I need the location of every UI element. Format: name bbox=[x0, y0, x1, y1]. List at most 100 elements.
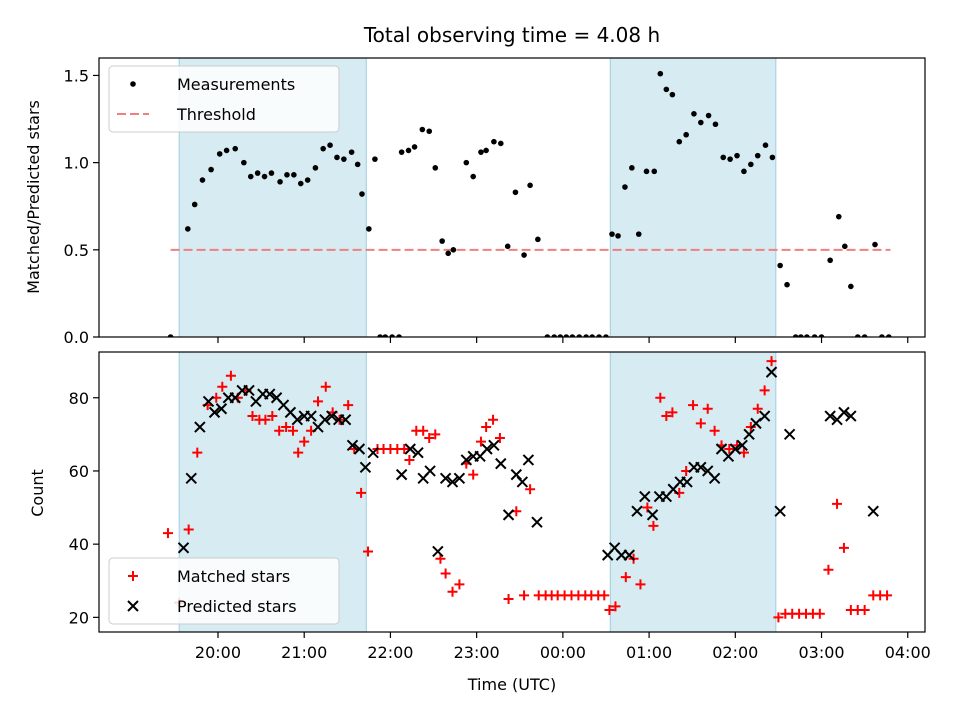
measurement-point bbox=[398, 149, 405, 155]
measurement-point bbox=[551, 334, 558, 337]
predicted-star-point bbox=[522, 454, 535, 466]
x-tick-label: 20:00 bbox=[195, 643, 241, 662]
measurement-point bbox=[804, 334, 810, 337]
measurement-point bbox=[497, 140, 504, 147]
matched-star-point bbox=[260, 414, 271, 425]
predicted-star-point bbox=[502, 509, 515, 521]
y-tick-label: 80 bbox=[69, 389, 89, 408]
shaded-interval bbox=[609, 352, 777, 632]
measurement-point bbox=[663, 86, 670, 93]
matched-star-point bbox=[709, 425, 720, 436]
measurement-point bbox=[372, 156, 378, 162]
predicted-star-point bbox=[743, 428, 755, 441]
predicted-star-point bbox=[412, 446, 424, 459]
measurement-point bbox=[777, 262, 783, 269]
matched-star-point bbox=[838, 542, 849, 553]
matched-star-point bbox=[430, 429, 441, 440]
measurement-point bbox=[320, 145, 326, 152]
matched-star-point bbox=[519, 590, 530, 601]
measurement-point bbox=[445, 250, 451, 257]
measurement-point bbox=[405, 147, 412, 154]
legend: Measurements Threshold bbox=[108, 65, 340, 133]
predicted-star-point bbox=[838, 406, 850, 419]
predicted-star-point bbox=[305, 410, 317, 422]
measurement-point bbox=[872, 241, 878, 248]
matched-star-point bbox=[162, 528, 173, 539]
predicted-star-point bbox=[481, 443, 493, 455]
legend-label: Matched stars bbox=[177, 567, 290, 586]
predicted-star-point bbox=[326, 410, 338, 422]
predicted-star-point bbox=[453, 472, 466, 484]
matched-star-point bbox=[745, 422, 756, 433]
measurement-point bbox=[712, 121, 719, 128]
matched-star-point bbox=[503, 594, 514, 605]
y-tick-label: 20 bbox=[69, 608, 89, 627]
predicted-star-point bbox=[623, 549, 635, 561]
predicted-star-point bbox=[215, 403, 228, 415]
measurement-point bbox=[879, 334, 885, 337]
top-y-axis-label: Matched/Predicted stars bbox=[24, 100, 43, 294]
measurement-point bbox=[762, 142, 769, 148]
predicted-star-point bbox=[432, 545, 444, 558]
predicted-star-point bbox=[867, 505, 879, 517]
matched-star-point bbox=[481, 422, 492, 433]
measurement-point bbox=[720, 154, 727, 161]
measurement-point bbox=[247, 173, 254, 180]
measurement-point bbox=[304, 177, 311, 183]
x-tick-label: 01:00 bbox=[626, 643, 672, 662]
measurement-point bbox=[557, 334, 564, 337]
predicted-star-point bbox=[681, 476, 693, 488]
measurement-point bbox=[463, 159, 470, 166]
predicted-star-point bbox=[460, 454, 473, 466]
matched-star-point bbox=[475, 436, 486, 447]
matched-star-point bbox=[247, 411, 258, 422]
measurement-point bbox=[450, 247, 457, 253]
matched-star-point bbox=[313, 396, 324, 407]
chart-title: Total observing time = 4.08 h bbox=[363, 23, 660, 47]
predicted-star-point bbox=[446, 476, 459, 488]
x-tick-label: 02:00 bbox=[712, 643, 758, 662]
measurement-point bbox=[676, 138, 683, 145]
measurement-point bbox=[609, 231, 615, 237]
measurement-point bbox=[576, 334, 583, 337]
measurement-point bbox=[348, 149, 355, 155]
measurement-point bbox=[569, 334, 576, 337]
measurement-point bbox=[366, 226, 372, 232]
predicted-star-point bbox=[202, 395, 215, 408]
legend-label: Predicted stars bbox=[177, 597, 297, 616]
predicted-star-point bbox=[783, 428, 796, 441]
measurement-point bbox=[527, 182, 533, 189]
predicted-star-point bbox=[346, 439, 359, 452]
matched-star-point bbox=[859, 605, 870, 616]
y-tick-label: 40 bbox=[69, 535, 89, 554]
predicted-star-point bbox=[291, 414, 304, 426]
matched-star-point bbox=[281, 422, 292, 433]
legend-box bbox=[108, 65, 340, 133]
measurement-point bbox=[734, 152, 740, 159]
measurement-point bbox=[596, 334, 602, 337]
measurement-point bbox=[341, 156, 347, 162]
matched-star-point bbox=[738, 447, 749, 458]
measurement-point bbox=[297, 180, 304, 187]
measurement-point bbox=[583, 334, 589, 337]
measurement-point bbox=[426, 128, 433, 135]
measurement-point bbox=[854, 334, 861, 337]
measurement-point bbox=[792, 334, 799, 337]
measurement-point bbox=[241, 159, 247, 166]
measurement-point bbox=[769, 154, 776, 161]
matched-star-point bbox=[192, 447, 203, 458]
measurement-point bbox=[167, 334, 174, 337]
measurement-point bbox=[835, 213, 842, 220]
predicted-star-point bbox=[631, 505, 643, 517]
x-tick-label: 03:00 bbox=[798, 643, 844, 662]
measurement-point bbox=[669, 91, 676, 98]
measurement-point bbox=[512, 189, 519, 196]
measurement-point bbox=[535, 236, 541, 243]
x-tick-label: 22:00 bbox=[367, 643, 413, 662]
matched-star-point bbox=[293, 447, 304, 458]
matched-star-point bbox=[287, 425, 298, 436]
measurement-point bbox=[842, 243, 848, 250]
predicted-star-point bbox=[367, 446, 379, 459]
predicted-star-point bbox=[353, 443, 366, 455]
measurement-point bbox=[411, 144, 418, 150]
